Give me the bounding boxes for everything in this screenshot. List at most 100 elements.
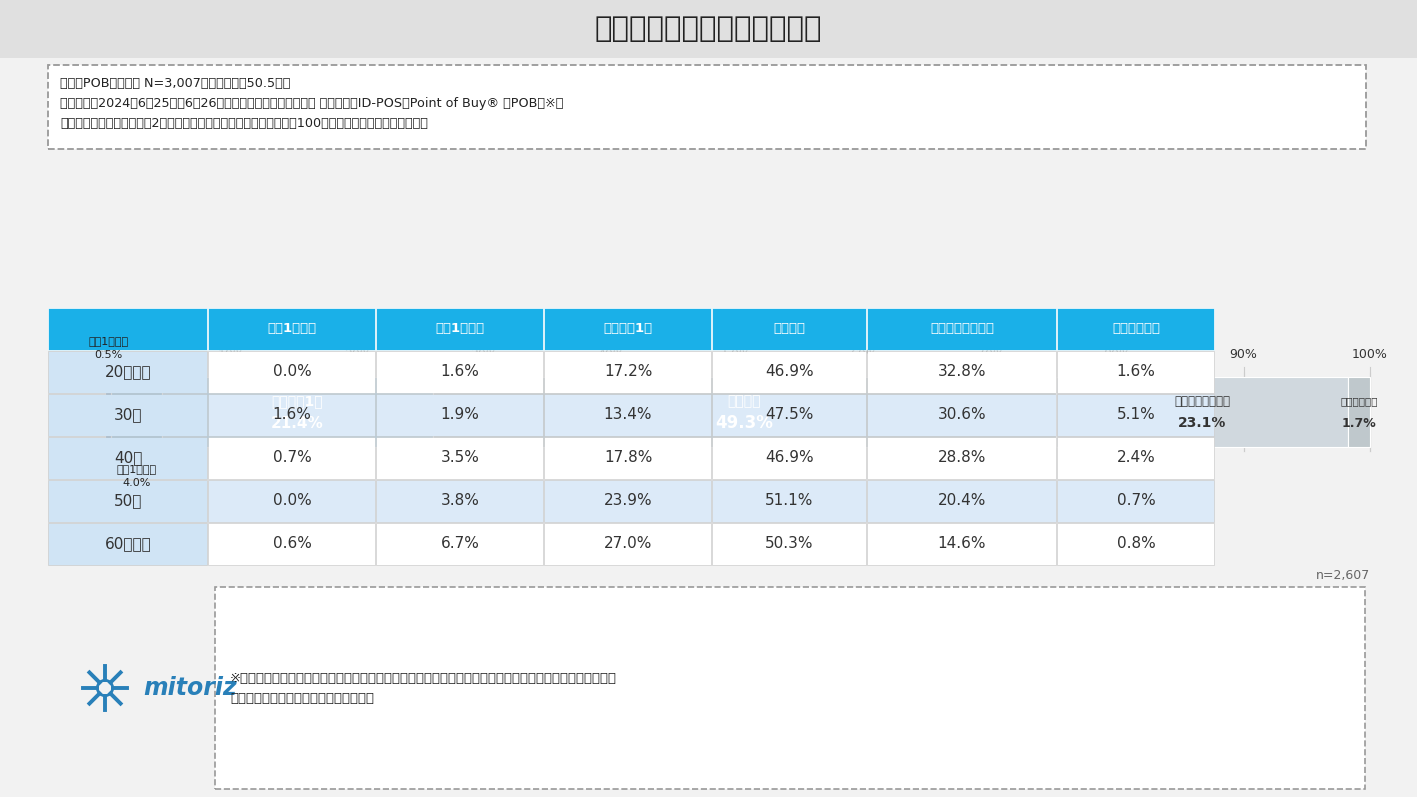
Text: 0.6%: 0.6% (272, 536, 312, 551)
Text: 51.1%: 51.1% (765, 493, 813, 508)
Text: mitoriz: mitoriz (143, 676, 237, 700)
Text: 2.4%: 2.4% (1117, 450, 1155, 465)
Text: 全く食べない: 全く食べない (1340, 396, 1377, 406)
FancyBboxPatch shape (48, 437, 207, 479)
FancyBboxPatch shape (867, 308, 1056, 350)
FancyBboxPatch shape (1057, 437, 1214, 479)
Text: 1.9%: 1.9% (441, 407, 479, 422)
FancyBboxPatch shape (376, 523, 543, 565)
FancyBboxPatch shape (432, 377, 1056, 447)
FancyBboxPatch shape (105, 377, 112, 447)
FancyBboxPatch shape (867, 523, 1056, 565)
FancyBboxPatch shape (544, 480, 711, 522)
Text: 49.3%: 49.3% (716, 414, 774, 432)
Text: 0.7%: 0.7% (1117, 493, 1155, 508)
FancyBboxPatch shape (48, 480, 207, 522)
FancyBboxPatch shape (711, 523, 866, 565)
FancyBboxPatch shape (376, 480, 543, 522)
Text: 60%: 60% (850, 348, 879, 361)
FancyBboxPatch shape (376, 437, 543, 479)
Text: 20%: 20% (344, 348, 371, 361)
FancyBboxPatch shape (48, 394, 207, 436)
Text: 1.7%: 1.7% (1342, 417, 1377, 430)
Text: 40代: 40代 (113, 450, 142, 465)
Text: 0.0%: 0.0% (272, 364, 312, 379)
Text: 90%: 90% (1230, 348, 1257, 361)
Text: 30%: 30% (470, 348, 499, 361)
Text: 40%: 40% (597, 348, 625, 361)
FancyBboxPatch shape (544, 394, 711, 436)
Text: 4.0%: 4.0% (122, 478, 150, 488)
Text: 70%: 70% (976, 348, 1005, 361)
Text: 30代: 30代 (113, 407, 142, 422)
Text: ほとんど食べない: ほとんど食べない (1175, 395, 1230, 407)
FancyBboxPatch shape (376, 351, 543, 393)
Text: 0.5%: 0.5% (94, 350, 122, 360)
FancyBboxPatch shape (867, 437, 1056, 479)
Text: 13.4%: 13.4% (604, 407, 652, 422)
Text: 0.8%: 0.8% (1117, 536, 1155, 551)
Text: 46.9%: 46.9% (765, 450, 813, 465)
Text: 週に1回以上: 週に1回以上 (88, 336, 128, 346)
Text: 0%: 0% (95, 348, 115, 361)
FancyBboxPatch shape (544, 351, 711, 393)
FancyBboxPatch shape (48, 523, 207, 565)
Text: ※全国の消費者から実際に購入したレシートを収集し、ブランドカテゴリごとにレシートを集計したマルチ: ※全国の消費者から実際に購入したレシートを収集し、ブランドカテゴリごとにレシート… (230, 672, 616, 685)
FancyBboxPatch shape (208, 523, 376, 565)
Text: 30.6%: 30.6% (938, 407, 986, 422)
Text: 月に1回以上: 月に1回以上 (435, 322, 485, 335)
FancyBboxPatch shape (48, 351, 207, 393)
Text: 年に数回: 年に数回 (728, 394, 761, 408)
Text: 数ヶ月に1回: 数ヶ月に1回 (272, 394, 323, 408)
Text: 0.7%: 0.7% (272, 450, 312, 465)
Text: 32.8%: 32.8% (938, 364, 986, 379)
Text: 23.1%: 23.1% (1178, 416, 1227, 430)
FancyBboxPatch shape (48, 308, 207, 350)
FancyBboxPatch shape (544, 308, 711, 350)
FancyBboxPatch shape (711, 437, 866, 479)
FancyBboxPatch shape (48, 65, 1366, 149)
Text: n=2,607: n=2,607 (1316, 569, 1370, 582)
Text: 14.6%: 14.6% (938, 536, 986, 551)
FancyBboxPatch shape (1349, 377, 1370, 447)
FancyBboxPatch shape (0, 0, 1417, 58)
FancyBboxPatch shape (867, 394, 1056, 436)
Text: 注）構成比は小数点以下第2位を四捨五入しているため、内訳の和が100％にならない場合があります。: 注）構成比は小数点以下第2位を四捨五入しているため、内訳の和が100％にならない… (60, 116, 428, 129)
Text: 60代以上: 60代以上 (105, 536, 152, 551)
Text: 図表２）うなぎを食べる頻度: 図表２）うなぎを食べる頻度 (595, 15, 822, 43)
Text: 23.9%: 23.9% (604, 493, 652, 508)
FancyBboxPatch shape (544, 523, 711, 565)
Text: 数ヶ月に1回: 数ヶ月に1回 (604, 322, 653, 335)
Text: 1.6%: 1.6% (1117, 364, 1155, 379)
FancyBboxPatch shape (1056, 377, 1349, 447)
FancyBboxPatch shape (711, 394, 866, 436)
Text: 1.6%: 1.6% (441, 364, 479, 379)
FancyBboxPatch shape (1057, 394, 1214, 436)
Text: 月に1回以上: 月に1回以上 (116, 464, 157, 474)
FancyBboxPatch shape (215, 587, 1365, 789)
Text: 全国のPOB会員男女 N=3,007人（平均年齢50.5歳）: 全国のPOB会員男女 N=3,007人（平均年齢50.5歳） (60, 77, 290, 89)
Text: 1.6%: 1.6% (272, 407, 312, 422)
Text: 6.7%: 6.7% (441, 536, 479, 551)
Text: 年に数回: 年に数回 (774, 322, 805, 335)
Text: 50%: 50% (724, 348, 751, 361)
Text: 17.2%: 17.2% (604, 364, 652, 379)
FancyBboxPatch shape (208, 308, 376, 350)
Text: 10%: 10% (218, 348, 245, 361)
Text: 21.4%: 21.4% (271, 415, 323, 430)
Text: 調査期間：2024年6月25日〜6月26日　インターネットリサーチ マルチプルID-POS「Point of Buy® （POB）※」: 調査期間：2024年6月25日〜6月26日 インターネットリサーチ マルチプルI… (60, 96, 564, 109)
FancyBboxPatch shape (544, 437, 711, 479)
Text: 20代以下: 20代以下 (105, 364, 152, 379)
Text: 80%: 80% (1102, 348, 1131, 361)
Text: 17.8%: 17.8% (604, 450, 652, 465)
FancyBboxPatch shape (711, 308, 866, 350)
Text: 27.0%: 27.0% (604, 536, 652, 551)
FancyBboxPatch shape (376, 394, 543, 436)
Text: 3.8%: 3.8% (441, 493, 479, 508)
FancyBboxPatch shape (208, 394, 376, 436)
FancyBboxPatch shape (208, 437, 376, 479)
Text: 5.1%: 5.1% (1117, 407, 1155, 422)
Text: 50.3%: 50.3% (765, 536, 813, 551)
Text: 47.5%: 47.5% (765, 407, 813, 422)
FancyBboxPatch shape (1057, 308, 1214, 350)
